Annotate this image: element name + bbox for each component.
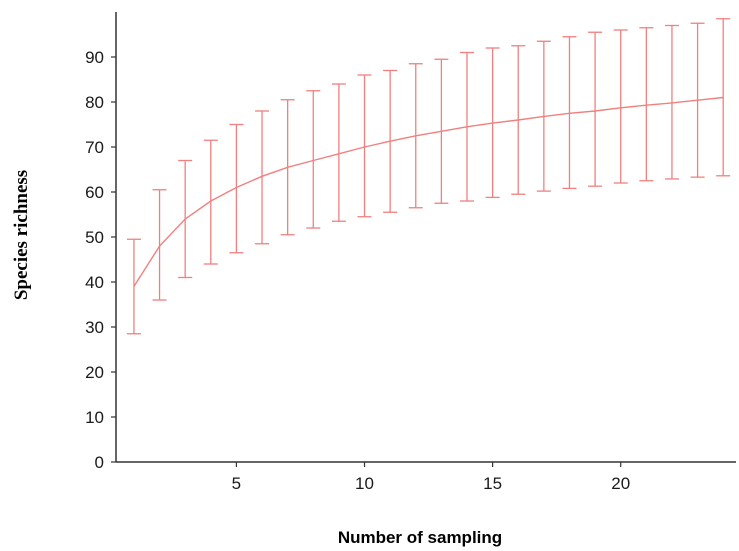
y-tick-label: 0 bbox=[95, 453, 104, 472]
y-tick-label: 10 bbox=[85, 408, 104, 427]
y-tick-label: 50 bbox=[85, 228, 104, 247]
y-tick-label: 30 bbox=[85, 318, 104, 337]
y-tick-label: 90 bbox=[85, 48, 104, 67]
y-tick-label: 80 bbox=[85, 93, 104, 112]
axes bbox=[111, 12, 736, 467]
y-axis-title: Species richness bbox=[11, 170, 32, 300]
plot-area bbox=[126, 18, 731, 335]
y-tick-label: 70 bbox=[85, 138, 104, 157]
y-tick-label: 40 bbox=[85, 273, 104, 292]
x-tick-label: 20 bbox=[611, 474, 630, 493]
y-tick-label: 60 bbox=[85, 183, 104, 202]
y-tick-label: 20 bbox=[85, 363, 104, 382]
tick-labels: 0 10 20 30 40 50 60 70 80 90 5 10 15 20 bbox=[85, 48, 630, 493]
x-tick-label: 10 bbox=[355, 474, 374, 493]
x-tick-label: 5 bbox=[232, 474, 241, 493]
x-tick-label: 15 bbox=[483, 474, 502, 493]
richness-curve bbox=[133, 96, 724, 287]
x-axis-title: Number of sampling bbox=[338, 528, 502, 547]
